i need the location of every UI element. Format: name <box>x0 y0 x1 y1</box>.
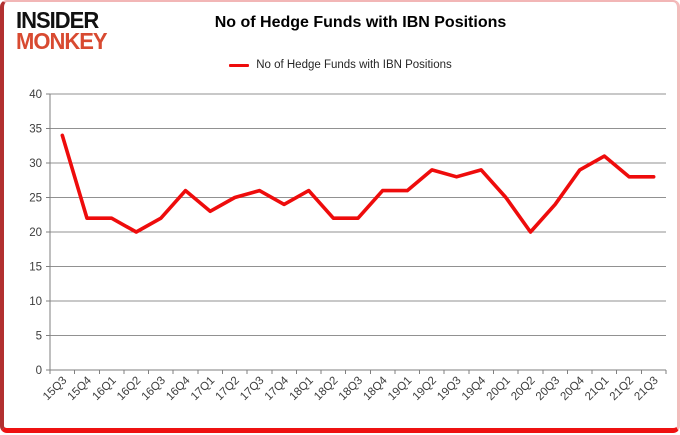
logo-word-monkey: MONKEY <box>16 28 108 55</box>
svg-text:19Q4: 19Q4 <box>460 374 489 403</box>
svg-text:19Q3: 19Q3 <box>435 375 463 403</box>
legend-label: No of Hedge Funds with IBN Positions <box>256 59 452 71</box>
svg-text:18Q1: 18Q1 <box>287 375 315 403</box>
svg-text:15Q3: 15Q3 <box>41 375 69 403</box>
svg-text:20Q2: 20Q2 <box>509 375 537 403</box>
svg-text:15: 15 <box>29 262 42 274</box>
svg-text:18Q2: 18Q2 <box>312 375 340 403</box>
svg-text:40: 40 <box>29 89 42 101</box>
line-chart: 0 5 10 15 20 25 30 35 40 15Q315Q416Q116Q216Q316Q4… <box>29 89 667 403</box>
svg-text:21Q3: 21Q3 <box>632 375 660 403</box>
svg-text:19Q1: 19Q1 <box>386 375 414 403</box>
svg-text:17Q1: 17Q1 <box>189 375 217 403</box>
svg-text:15Q4: 15Q4 <box>66 374 95 403</box>
svg-text:5: 5 <box>36 331 42 343</box>
svg-text:35: 35 <box>29 124 42 136</box>
svg-text:16Q4: 16Q4 <box>164 374 193 403</box>
svg-text:21Q2: 21Q2 <box>608 375 636 403</box>
svg-text:20: 20 <box>29 227 42 239</box>
svg-text:30: 30 <box>29 158 42 170</box>
svg-text:16Q3: 16Q3 <box>140 375 168 403</box>
svg-text:17Q2: 17Q2 <box>214 375 242 403</box>
svg-text:16Q2: 16Q2 <box>115 375 143 403</box>
svg-text:18Q4: 18Q4 <box>361 374 390 403</box>
svg-text:17Q4: 17Q4 <box>263 374 292 403</box>
svg-text:21Q1: 21Q1 <box>583 375 611 403</box>
svg-text:20Q3: 20Q3 <box>534 375 562 403</box>
svg-text:16Q1: 16Q1 <box>90 375 118 403</box>
svg-text:25: 25 <box>29 193 42 205</box>
svg-text:18Q3: 18Q3 <box>337 375 365 403</box>
logo-word-insider: INSIDER <box>16 6 99 34</box>
chart-title: No of Hedge Funds with IBN Positions <box>214 14 507 31</box>
svg-text:19Q2: 19Q2 <box>411 375 439 403</box>
svg-text:20Q4: 20Q4 <box>558 374 587 403</box>
insider-monkey-logo: INSIDER MONKEY <box>16 6 108 55</box>
svg-text:10: 10 <box>29 296 42 308</box>
svg-text:20Q1: 20Q1 <box>485 375 513 403</box>
svg-text:17Q3: 17Q3 <box>238 375 266 403</box>
legend-line-swatch <box>229 63 250 67</box>
svg-text:0: 0 <box>36 365 42 377</box>
chart-legend: No of Hedge Funds with IBN Positions <box>4 59 677 71</box>
